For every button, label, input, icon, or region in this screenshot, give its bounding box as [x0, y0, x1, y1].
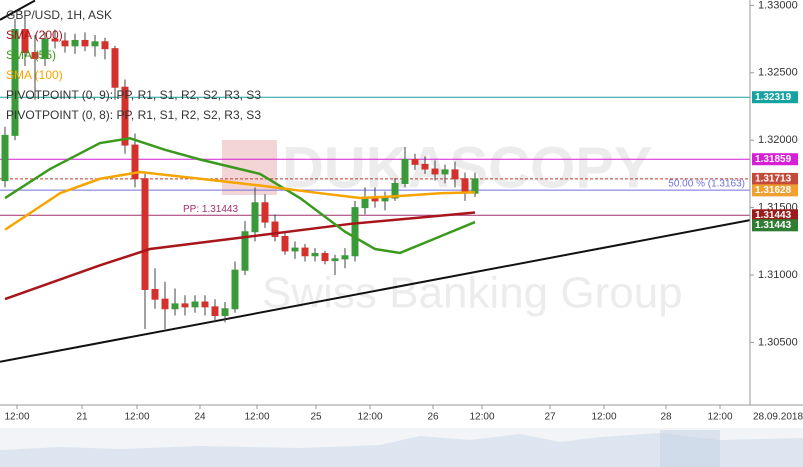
x-tick-label: 12:00 — [124, 412, 149, 423]
x-tick-label: 12:00 — [591, 412, 616, 423]
x-tick-label: 25 — [310, 412, 322, 423]
candle-body — [401, 158, 409, 184]
candle-body — [1, 134, 9, 182]
candle-body — [311, 252, 319, 257]
candle-body — [111, 48, 119, 88]
watermark-tagline: Swiss Banking Group — [262, 269, 683, 318]
trend-line — [0, 219, 751, 363]
price-tag — [752, 153, 798, 166]
legend-entry: SMA (100) — [6, 68, 63, 82]
sma-line — [4, 137, 476, 255]
price-tag — [752, 91, 798, 104]
watermark: DUKASCOPY Swiss Banking Group — [222, 135, 683, 318]
candle-body — [341, 255, 349, 260]
candle-body — [171, 303, 179, 310]
price-tag-label: 1.31443 — [755, 210, 792, 221]
x-tick-label: 12:00 — [244, 412, 269, 423]
candle-body — [261, 202, 269, 223]
x-tick-label: 28 — [660, 412, 672, 423]
candle-body — [441, 169, 449, 175]
legend-entry: SMA (55) — [6, 48, 56, 62]
trend-line — [0, 0, 36, 21]
price-tag — [752, 209, 798, 222]
x-tick-label: 12:00 — [357, 412, 382, 423]
y-tick-label: 1.33000 — [758, 0, 798, 11]
price-tag-label: 1.31859 — [755, 154, 792, 165]
candle-body — [251, 202, 259, 233]
x-tick-label: 26 — [427, 412, 439, 423]
navigator-area — [0, 433, 803, 467]
candle-body — [131, 144, 139, 180]
candle-body — [161, 298, 169, 310]
level-label: PP: 1.31443 — [183, 204, 238, 215]
y-tick-label: 1.32000 — [758, 134, 798, 146]
x-tick-label: 12:00 — [4, 412, 29, 423]
sma-line — [4, 211, 476, 301]
y-tick-label: 1.31000 — [758, 269, 798, 281]
candle-body — [361, 197, 369, 209]
candle-body — [61, 40, 69, 47]
candle-body — [211, 306, 219, 316]
candle-body — [321, 252, 329, 262]
x-tick-label: 21 — [76, 412, 88, 423]
chart-title: GBP/USD, 1H, ASK — [6, 8, 112, 22]
indicator-label: PIVOTPOINT (0, 8): PP, R1, S1, R2, S2, R… — [6, 108, 261, 122]
candle-body — [431, 168, 439, 175]
price-tag-label: 1.31713 — [755, 174, 792, 185]
price-tag — [752, 172, 798, 185]
candle-body — [381, 197, 389, 202]
candle-body — [281, 235, 289, 252]
price-tag-label: 1.31628 — [755, 185, 792, 196]
candle-body — [471, 178, 479, 194]
candle-body — [101, 41, 109, 50]
candle-body — [181, 303, 189, 308]
candle-body — [351, 207, 359, 257]
x-tick-label: 27 — [544, 412, 556, 423]
y-tick-label: 1.30500 — [758, 336, 798, 348]
candle-body — [411, 158, 419, 165]
candle-body — [71, 39, 79, 47]
candle-body — [21, 29, 29, 54]
candle-body — [291, 247, 299, 252]
candle-body — [231, 269, 239, 310]
candle-body — [451, 169, 459, 180]
x-tick-label: 12:00 — [469, 412, 494, 423]
level-label: 50.00 % (1.3163) — [668, 179, 745, 190]
candle-body — [301, 247, 309, 257]
candle-body — [391, 182, 399, 199]
price-tag-label: 1.32319 — [755, 92, 792, 103]
candle-body — [151, 288, 159, 300]
price-tag — [752, 184, 798, 197]
candle-body — [11, 29, 19, 136]
price-tag-label: 1.31443 — [755, 220, 792, 231]
candle-body — [421, 163, 429, 170]
candle-body — [141, 178, 149, 290]
x-tick-label: 12:00 — [707, 412, 732, 423]
candle-body — [81, 39, 89, 47]
y-tick-label: 1.32500 — [758, 67, 798, 79]
candle-body — [191, 301, 199, 308]
date-label: 28.09.2018 — [753, 412, 803, 423]
candle-body — [91, 41, 99, 47]
candle-body — [121, 86, 129, 146]
indicator-label: PIVOTPOINT (0, 9): PP, R1, S1, R2, S2, R… — [6, 88, 261, 102]
sma-line — [4, 170, 476, 231]
x-tick-label: 24 — [194, 412, 206, 423]
candle-body — [51, 38, 59, 42]
candle-body — [241, 231, 249, 271]
candle-body — [271, 221, 279, 237]
plot — [0, 0, 751, 363]
price-tag — [752, 219, 798, 232]
legend-entry: SMA (200) — [6, 28, 63, 42]
candle-body — [201, 301, 209, 308]
candle-body — [331, 258, 339, 262]
navigator-window[interactable] — [660, 430, 720, 467]
candle-body — [221, 308, 229, 316]
candle-body — [41, 38, 49, 59]
candle-body — [461, 178, 469, 194]
candle-body — [31, 52, 39, 59]
